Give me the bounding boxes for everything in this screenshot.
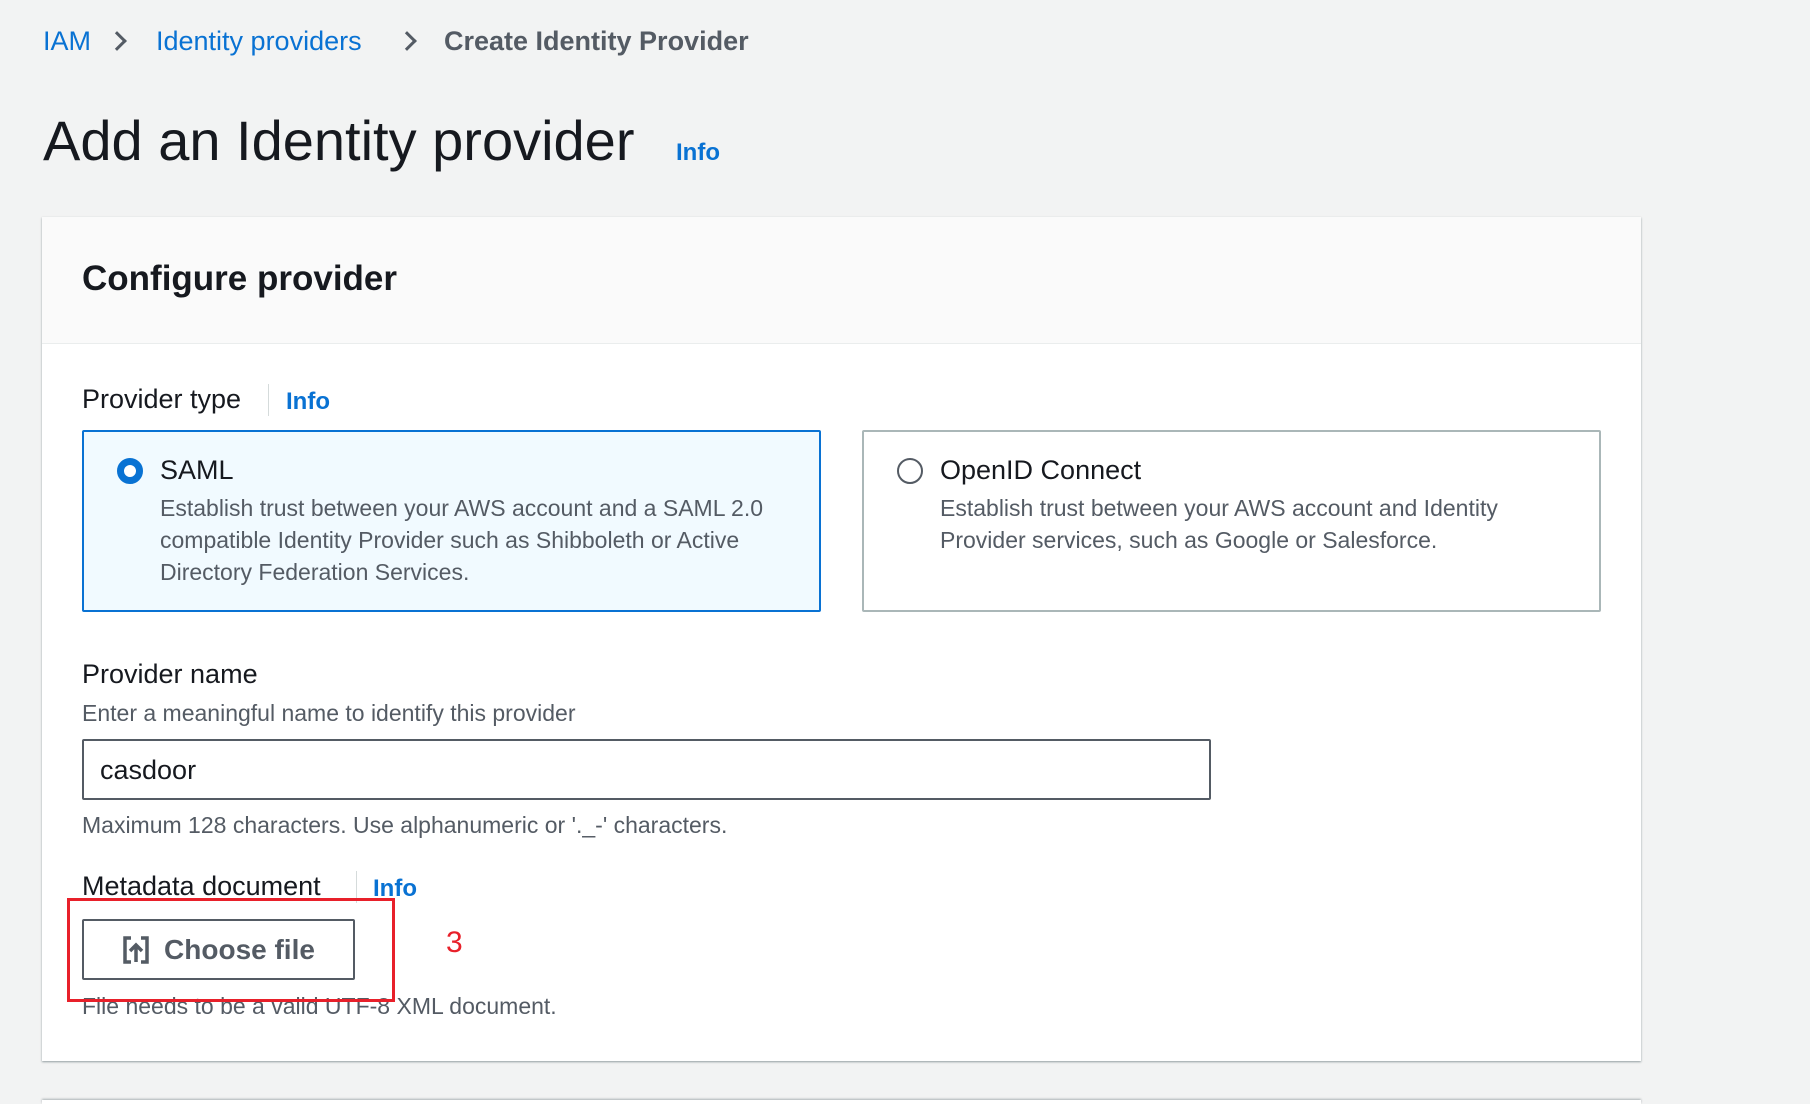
choose-file-button[interactable]: Choose file	[82, 919, 355, 980]
choose-file-label: Choose file	[164, 933, 315, 965]
openid-description: Establish trust between your AWS account…	[940, 495, 1498, 553]
page-info-link[interactable]: Info	[676, 139, 720, 166]
breadcrumb-identity-providers[interactable]: Identity providers	[156, 26, 362, 56]
openid-label: OpenID Connect	[940, 455, 1142, 485]
divider	[268, 384, 269, 416]
metadata-info-link[interactable]: Info	[373, 875, 417, 902]
openid-option-tile[interactable]: OpenID Connect Establish trust between y…	[862, 430, 1601, 612]
saml-option-tile[interactable]: SAML Establish trust between your AWS ac…	[82, 430, 821, 612]
next-card-edge	[42, 1100, 1641, 1104]
saml-radio[interactable]	[117, 458, 143, 484]
saml-description: Establish trust between your AWS account…	[160, 495, 764, 585]
chevron-right-icon	[107, 31, 127, 51]
divider	[356, 871, 357, 903]
provider-type-label: Provider type	[82, 384, 242, 414]
breadcrumb-iam[interactable]: IAM	[43, 26, 92, 56]
provider-name-input[interactable]: casdoor	[82, 739, 1211, 800]
provider-name-label: Provider name	[82, 659, 258, 689]
page-title: Add an Identity provider	[43, 109, 635, 172]
openid-radio[interactable]	[897, 458, 923, 484]
chevron-right-icon	[397, 31, 417, 51]
provider-name-hint: Enter a meaningful name to identify this…	[82, 700, 576, 726]
annotation-step-number: 3	[446, 926, 463, 959]
provider-name-constraint: Maximum 128 characters. Use alphanumeric…	[82, 812, 728, 838]
breadcrumb-current: Create Identity Provider	[444, 26, 749, 56]
metadata-constraint: File needs to be a valid UTF-8 XML docum…	[82, 993, 557, 1019]
saml-label: SAML	[160, 455, 234, 485]
upload-icon	[123, 935, 149, 964]
card-title: Configure provider	[82, 259, 398, 298]
provider-type-info-link[interactable]: Info	[286, 388, 330, 415]
card-header: Configure provider	[42, 217, 1641, 344]
metadata-document-label: Metadata document	[82, 871, 321, 901]
